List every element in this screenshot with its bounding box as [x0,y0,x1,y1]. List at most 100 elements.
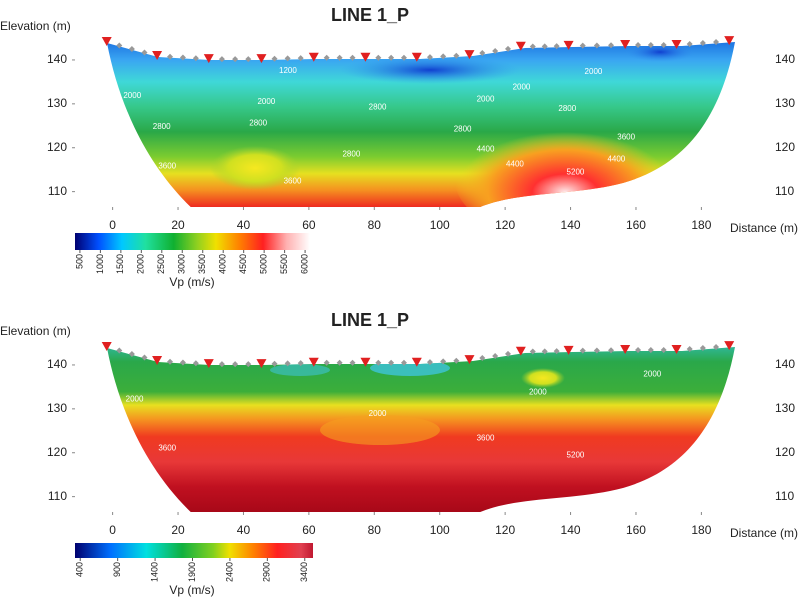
contour-label: 5200 [567,450,585,459]
shot-point [724,36,735,46]
colorbar [75,543,313,558]
x-tick-label: 140 [561,218,581,232]
colorbar-tick-label: 2000 [136,254,146,274]
x-axis-label: Distance (m) [730,221,798,235]
geophone [504,45,511,52]
x-tick-label: 120 [495,218,515,232]
shot-point [308,52,319,62]
y-tick-label: 130 [47,401,67,415]
geophone [167,53,174,60]
y-tick-label: 110 [48,184,67,198]
y-tick-label: 140 [47,357,67,371]
colorbar-tick-label: 6000 [299,254,309,274]
geophone [192,55,199,62]
geophone [179,359,186,366]
geophone [271,360,278,367]
shot-point [563,345,574,355]
y-tick-label: 140 [47,52,67,66]
colorbar-tick-label: 2900 [262,562,272,582]
geophone [660,347,667,354]
colorbar-tick-label: 900 [112,562,122,577]
contour-label: 2800 [369,102,387,111]
x-tick-label: 20 [171,218,185,232]
velocity-field [107,42,735,207]
geophone [167,358,174,365]
colorbar-tick-label: 500 [74,254,84,269]
geophone [593,347,600,354]
x-tick-label: 60 [302,523,316,537]
shot-point [360,52,371,62]
contour-label: 2800 [454,124,472,133]
x-tick-label: 100 [430,218,450,232]
geophone [492,352,499,359]
geophone [479,355,486,362]
colorbar-tick-label: 1000 [95,254,105,274]
y-axis-label: Elevation (m) [0,324,71,338]
geophone [349,359,356,366]
geophone [349,54,356,61]
y-tick-label: 120 [47,140,67,154]
contour-label: 4400 [607,155,625,164]
contour-label: 2800 [249,118,267,127]
geophone [297,360,304,367]
geophone [635,42,642,49]
geophone [699,40,706,47]
shot-point [411,357,422,367]
geophone [388,359,395,366]
geophone [323,54,330,61]
contour-label: 2000 [369,409,387,418]
shot-point [203,359,214,369]
geophone [541,43,548,50]
y-tick-label: 110 [775,184,794,198]
contour-label: 3600 [158,162,176,171]
colorbar-tick-label: 3500 [197,254,207,274]
contour-label: 2000 [585,67,603,76]
shot-point [671,40,682,50]
geophone [336,54,343,61]
x-tick-label: 40 [237,523,251,537]
x-tick-label: 80 [368,523,382,537]
geophone [660,42,667,49]
shot-point [256,54,267,64]
y-tick-label: 130 [47,96,67,110]
y-tick-label: 110 [48,489,67,503]
colorbar-tick-label: 4000 [218,254,228,274]
y-tick-label: 120 [47,445,67,459]
geophone [284,360,291,367]
geophone [232,56,239,63]
contour-label: 2000 [257,97,275,106]
geophone [608,347,615,354]
geophone [579,347,586,354]
geophone [713,344,720,351]
shot-point [620,40,631,50]
contour-label: 2000 [123,91,141,100]
contour-label: 3600 [617,132,635,141]
colorbar-tick-label: 3000 [177,254,187,274]
colorbar-tick-label: 1900 [187,562,197,582]
geophone [141,49,148,56]
geophone [635,347,642,354]
geophone [218,56,225,63]
shot-point [563,40,574,50]
geophone [179,54,186,61]
geophone [579,42,586,49]
y-tick-label: 110 [775,489,794,503]
geophone [116,347,123,354]
shot-point [152,50,163,60]
contour-label: 1200 [279,66,297,75]
geophone [686,41,693,48]
shot-point [515,41,526,51]
shot-point [360,357,371,367]
contour-label: 3600 [284,177,302,186]
chart-title: LINE 1_P [331,310,409,330]
contour-label: 2000 [529,387,547,396]
colorbar-label: Vp (m/s) [169,275,214,289]
colorbar-tick-label: 1500 [115,254,125,274]
colorbar-tick-label: 4500 [238,254,248,274]
colorbar [75,233,310,250]
geophone [440,358,447,365]
colorbar-tick-label: 5000 [259,254,269,274]
contour-label: 5200 [567,167,585,176]
contour-label: 3600 [477,433,495,442]
x-tick-label: 180 [691,523,711,537]
